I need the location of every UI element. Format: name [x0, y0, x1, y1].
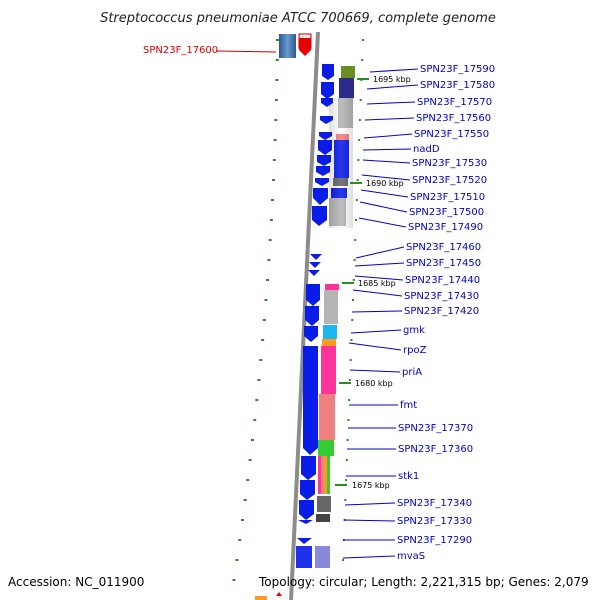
gene-arrow[interactable] — [300, 480, 315, 500]
gene-label-spn23f-17460[interactable]: SPN23F_17460 — [406, 242, 481, 253]
gene-spn23f-17600[interactable] — [279, 33, 312, 58]
gene-label-spn23f-17580[interactable]: SPN23F_17580 — [420, 80, 495, 91]
gene-arrow[interactable] — [316, 166, 330, 176]
leader-spn23f-17460 — [355, 246, 405, 259]
leader-mvas — [342, 555, 396, 559]
outer-scale-ring — [232, 39, 364, 581]
gene-label-spn23f-17330[interactable]: SPN23F_17330 — [397, 516, 472, 527]
gene-label-spn23f-17450[interactable]: SPN23F_17450 — [406, 258, 481, 269]
gene-fragment — [255, 596, 267, 600]
gene-labels: SPN23F_17590 SPN23F_17580 SPN23F_17570 SPN2… — [342, 64, 495, 562]
gene-label-spn23f-17560[interactable]: SPN23F_17560 — [416, 113, 491, 124]
leader-spn23f-17450 — [354, 262, 405, 267]
gene-label-gmk[interactable]: gmk — [403, 325, 425, 336]
gene-label-spn23f-17340[interactable]: SPN23F_17340 — [397, 498, 472, 509]
gene-label-spn23f-17550[interactable]: SPN23F_17550 — [414, 129, 489, 140]
gene-arrow[interactable] — [321, 82, 334, 99]
leader-spn23f-17420 — [351, 310, 403, 313]
gene-label-spn23f-17500[interactable]: SPN23F_17500 — [409, 207, 484, 218]
gene-label-nadd[interactable]: nadD — [413, 144, 440, 155]
gene-label-spn23f-17510[interactable]: SPN23F_17510 — [410, 192, 485, 203]
gene-label-spn23f-17360[interactable]: SPN23F_17360 — [398, 444, 473, 455]
kbp-label-1695: 1695 kbp — [373, 75, 411, 84]
leader-spn23f-17570 — [366, 101, 416, 105]
leader-spn23f-17560 — [364, 117, 415, 121]
leader-spn23f-17430 — [352, 289, 403, 297]
gene-label-spn23f-17440[interactable]: SPN23F_17440 — [405, 275, 480, 286]
leader-spn23f-17530 — [362, 159, 411, 164]
gene-arrow[interactable] — [308, 270, 320, 276]
gene-arrow[interactable] — [313, 188, 328, 205]
gene-block[interactable] — [296, 546, 312, 568]
gene-arrow[interactable] — [304, 326, 318, 342]
gene-label-pria[interactable]: priA — [402, 367, 422, 378]
topology-text: Topology: circular; Length: 2,221,315 bp… — [258, 575, 589, 589]
map-title: Streptococcus pneumoniae ATCC 700669, co… — [100, 11, 496, 26]
gene-arrow[interactable] — [305, 306, 319, 326]
gene-arrow[interactable] — [312, 206, 327, 226]
kbp-label-1675: 1675 kbp — [352, 481, 390, 490]
genome-backbone — [289, 31, 320, 600]
gene-label-spn23f-17370[interactable]: SPN23F_17370 — [398, 423, 473, 434]
leader-gmk — [350, 329, 402, 334]
gene-label-stk1[interactable]: stk1 — [398, 471, 419, 482]
gene-label-spn23f-17490[interactable]: SPN23F_17490 — [408, 222, 483, 233]
gene-fragment — [276, 592, 282, 596]
leader-spn23f-17500 — [359, 201, 408, 213]
forward-strand-genes — [296, 64, 334, 568]
gene-arrow[interactable] — [306, 284, 320, 306]
gene-arrow[interactable] — [297, 538, 312, 544]
gene-label-fmt[interactable]: fmt — [400, 400, 417, 411]
gene-arrow[interactable] — [301, 456, 316, 480]
leader-spn23f-17590 — [369, 68, 419, 73]
kbp-label-1680: 1680 kbp — [355, 379, 393, 388]
gene-label-spn23f-17520[interactable]: SPN23F_17520 — [412, 175, 487, 186]
leader-spn23f-17550 — [363, 133, 413, 139]
gene-arrow[interactable] — [318, 140, 332, 155]
leader-spn23f-17600 — [215, 50, 277, 53]
gene-label-mvas[interactable]: mvaS — [397, 551, 425, 562]
gene-arrow[interactable] — [317, 155, 331, 166]
gene-arrow[interactable] — [309, 262, 321, 268]
leader-spn23f-17520 — [361, 174, 411, 181]
leader-rpoz — [348, 342, 402, 351]
leader-nadd — [362, 148, 412, 151]
gene-arrow[interactable] — [298, 520, 313, 524]
gene-arrow[interactable] — [322, 64, 334, 80]
kbp-label-1690: 1690 kbp — [366, 179, 404, 188]
gene-arrow[interactable] — [315, 178, 329, 186]
gene-arrow[interactable] — [310, 254, 322, 260]
accession-text: Accession: NC_011900 — [8, 575, 144, 589]
kbp-label-1685: 1685 kbp — [358, 279, 396, 288]
gene-label-spn23f-17430[interactable]: SPN23F_17430 — [404, 291, 479, 302]
leader-spn23f-17330 — [343, 519, 396, 522]
gene-arrow[interactable] — [299, 500, 314, 520]
gene-label-spn23f-17530[interactable]: SPN23F_17530 — [412, 158, 487, 169]
gene-label-spn23f-17290[interactable]: SPN23F_17290 — [397, 535, 472, 546]
kbp-ticks — [335, 78, 369, 486]
leader-spn23f-17440 — [354, 275, 404, 281]
gene-label-spn23f-17420[interactable]: SPN23F_17420 — [404, 306, 479, 317]
gene-label-spn23f-17590[interactable]: SPN23F_17590 — [420, 64, 495, 75]
gene-arrow[interactable] — [319, 132, 332, 140]
cog-feature-column — [315, 66, 355, 568]
leader-spn23f-17510 — [360, 189, 409, 198]
gene-arrow[interactable] — [303, 346, 318, 455]
gene-label-rpoz[interactable]: rpoZ — [403, 345, 427, 356]
leader-spn23f-17490 — [358, 217, 407, 228]
leader-pria — [349, 369, 401, 373]
leader-spn23f-17580 — [366, 84, 419, 90]
gene-label-spn23f-17570[interactable]: SPN23F_17570 — [417, 97, 492, 108]
gene-label-spn23f-17600[interactable]: SPN23F_17600 — [143, 45, 218, 56]
leader-spn23f-17340 — [344, 502, 396, 506]
